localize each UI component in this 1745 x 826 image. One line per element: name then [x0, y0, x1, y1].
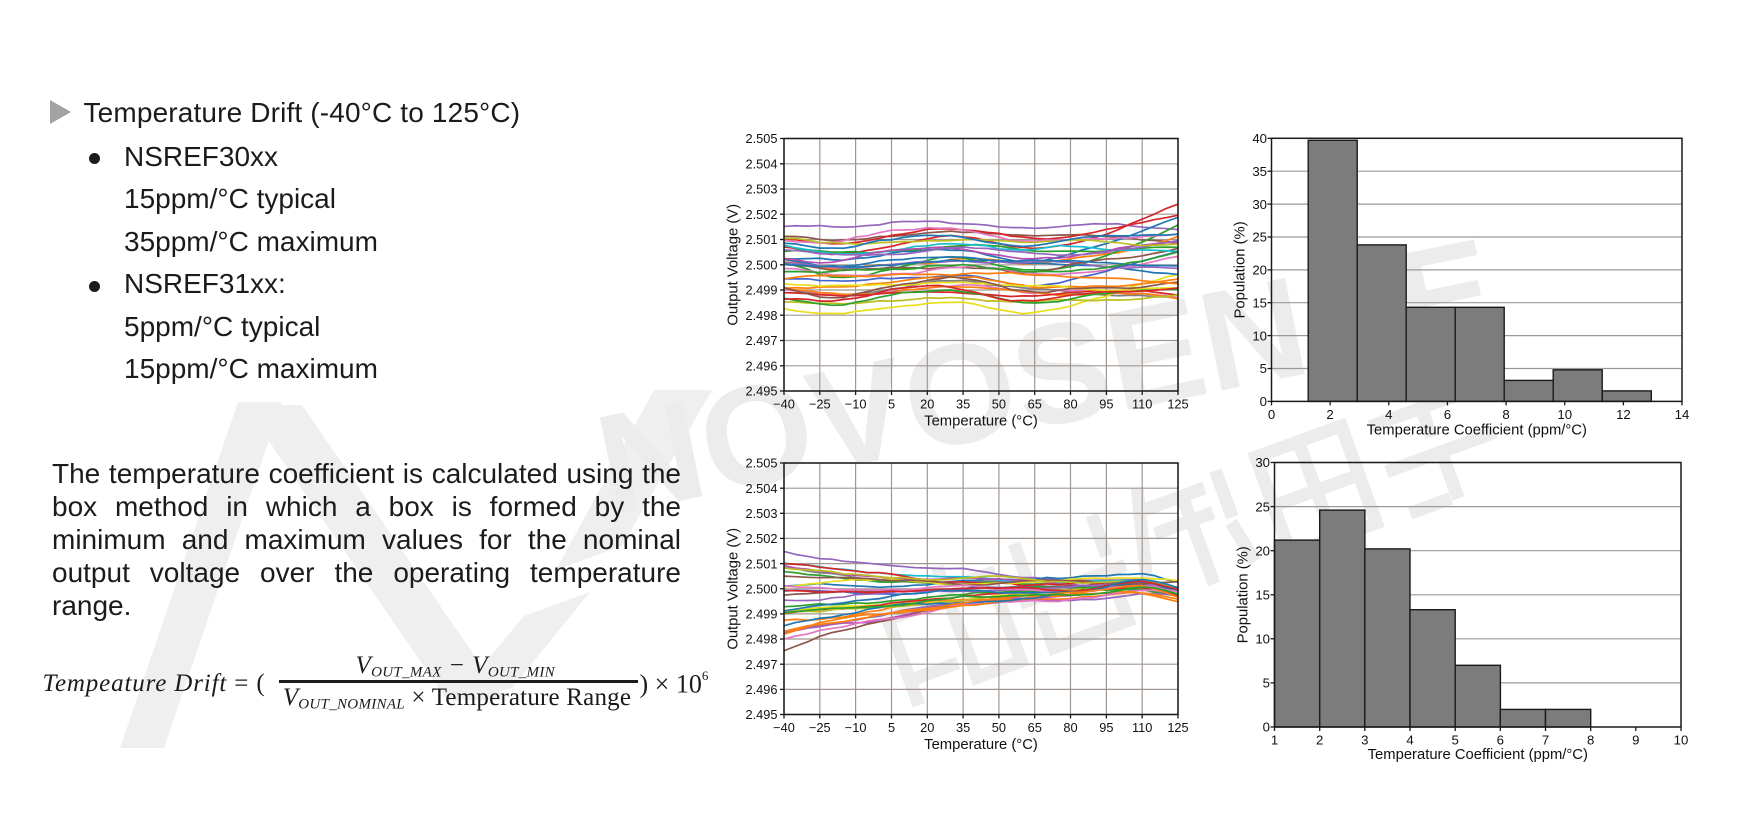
- svg-text:4: 4: [1406, 733, 1413, 748]
- svg-text:80: 80: [1063, 397, 1077, 412]
- svg-text:0: 0: [1260, 394, 1267, 409]
- svg-text:5: 5: [1452, 733, 1459, 748]
- svg-text:2.504: 2.504: [745, 481, 777, 496]
- svg-text:5: 5: [1263, 676, 1270, 691]
- svg-text:2.503: 2.503: [745, 182, 777, 197]
- svg-text:14: 14: [1675, 407, 1690, 422]
- svg-text:95: 95: [1099, 720, 1113, 735]
- svg-text:9: 9: [1632, 733, 1639, 748]
- svg-text:65: 65: [1028, 397, 1042, 412]
- svg-text:2: 2: [1326, 407, 1333, 422]
- svg-text:8: 8: [1587, 733, 1594, 748]
- svg-text:125: 125: [1167, 720, 1188, 735]
- svg-text:12: 12: [1616, 407, 1631, 422]
- svg-text:Population (%): Population (%): [1236, 546, 1252, 643]
- svg-text:2.503: 2.503: [745, 506, 777, 521]
- svg-text:10: 10: [1252, 328, 1267, 343]
- svg-text:35: 35: [956, 720, 970, 735]
- svg-text:65: 65: [1028, 720, 1042, 735]
- svg-text:2.505: 2.505: [745, 456, 777, 471]
- svg-text:5: 5: [1260, 361, 1267, 376]
- svg-text:6: 6: [1497, 733, 1504, 748]
- svg-text:0: 0: [1268, 407, 1275, 422]
- svg-text:40: 40: [1252, 131, 1267, 146]
- svg-text:5: 5: [888, 397, 895, 412]
- svg-text:4: 4: [1385, 407, 1392, 422]
- svg-text:10: 10: [1557, 407, 1572, 422]
- svg-text:2.500: 2.500: [745, 258, 777, 273]
- svg-text:0: 0: [1263, 720, 1270, 735]
- svg-text:2.505: 2.505: [745, 131, 777, 146]
- svg-text:2.497: 2.497: [745, 333, 777, 348]
- svg-text:20: 20: [920, 397, 934, 412]
- svg-text:10: 10: [1255, 632, 1270, 647]
- svg-text:Output Voltage (V): Output Voltage (V): [726, 528, 742, 650]
- svg-text:80: 80: [1063, 720, 1077, 735]
- svg-text:2.497: 2.497: [745, 657, 777, 672]
- svg-text:2.498: 2.498: [745, 308, 777, 323]
- svg-text:2.504: 2.504: [745, 157, 777, 172]
- svg-text:−40: −40: [773, 397, 795, 412]
- svg-text:6: 6: [1444, 407, 1451, 422]
- svg-text:2.499: 2.499: [745, 283, 777, 298]
- svg-text:5: 5: [888, 720, 895, 735]
- svg-text:35: 35: [956, 397, 970, 412]
- svg-text:Temperature Coefficient (ppm/°: Temperature Coefficient (ppm/°C): [1368, 747, 1588, 763]
- svg-text:Temperature (°C): Temperature (°C): [924, 414, 1038, 430]
- svg-text:50: 50: [992, 397, 1006, 412]
- svg-text:10: 10: [1674, 733, 1689, 748]
- svg-text:2.496: 2.496: [745, 359, 777, 374]
- svg-text:Population (%): Population (%): [1233, 221, 1249, 318]
- svg-text:2.498: 2.498: [745, 632, 777, 647]
- svg-text:125: 125: [1167, 397, 1188, 412]
- svg-text:7: 7: [1542, 733, 1549, 748]
- svg-text:25: 25: [1255, 499, 1270, 514]
- svg-text:Output Voltage (V): Output Voltage (V): [726, 204, 742, 326]
- svg-text:2.501: 2.501: [745, 556, 777, 571]
- svg-text:20: 20: [920, 720, 934, 735]
- svg-text:2: 2: [1316, 733, 1323, 748]
- svg-text:−40: −40: [773, 720, 795, 735]
- svg-text:−10: −10: [845, 397, 867, 412]
- svg-text:Temperature Coefficient (ppm/°: Temperature Coefficient (ppm/°C): [1367, 422, 1587, 438]
- svg-text:2.496: 2.496: [745, 682, 777, 697]
- svg-text:20: 20: [1252, 263, 1267, 278]
- svg-text:2.502: 2.502: [745, 207, 777, 222]
- svg-text:30: 30: [1255, 455, 1270, 470]
- svg-text:8: 8: [1502, 407, 1509, 422]
- svg-text:1: 1: [1271, 733, 1278, 748]
- svg-text:−25: −25: [809, 720, 831, 735]
- svg-text:−25: −25: [809, 397, 831, 412]
- svg-text:2.502: 2.502: [745, 531, 777, 546]
- svg-text:15: 15: [1252, 295, 1267, 310]
- svg-text:2.500: 2.500: [745, 582, 777, 597]
- svg-text:2.499: 2.499: [745, 607, 777, 622]
- svg-text:110: 110: [1132, 720, 1152, 735]
- svg-text:2.501: 2.501: [745, 232, 777, 247]
- svg-text:Temperature (°C): Temperature (°C): [924, 737, 1038, 753]
- svg-text:2.495: 2.495: [745, 384, 777, 399]
- svg-text:25: 25: [1252, 230, 1267, 245]
- svg-text:−10: −10: [845, 720, 867, 735]
- svg-text:50: 50: [992, 720, 1006, 735]
- svg-text:95: 95: [1099, 397, 1113, 412]
- svg-text:35: 35: [1252, 164, 1267, 179]
- svg-text:30: 30: [1252, 197, 1267, 212]
- svg-text:20: 20: [1255, 543, 1270, 558]
- svg-text:3: 3: [1361, 733, 1368, 748]
- svg-text:110: 110: [1132, 397, 1152, 412]
- svg-text:15: 15: [1255, 588, 1270, 603]
- svg-text:2.495: 2.495: [745, 707, 777, 722]
